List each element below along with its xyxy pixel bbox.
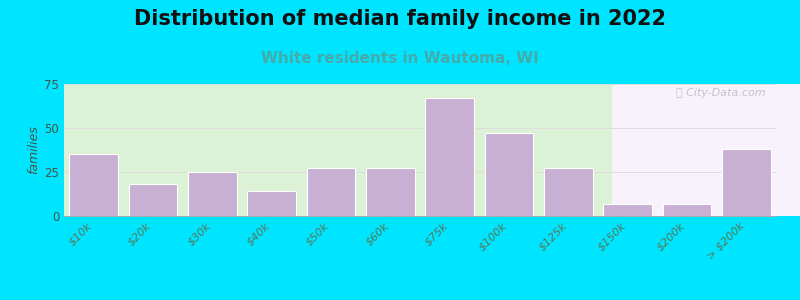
Bar	[366, 169, 414, 216]
Bar	[70, 154, 118, 216]
Bar	[485, 133, 534, 216]
Text: ⓘ City-Data.com: ⓘ City-Data.com	[676, 88, 766, 98]
Bar	[722, 149, 770, 216]
Bar	[603, 204, 652, 216]
Y-axis label: families: families	[27, 126, 40, 174]
Bar	[129, 184, 178, 216]
Text: Distribution of median family income in 2022: Distribution of median family income in …	[134, 9, 666, 29]
Bar	[612, 84, 800, 216]
Bar	[426, 98, 474, 216]
Bar	[64, 84, 612, 216]
Text: White residents in Wautoma, WI: White residents in Wautoma, WI	[261, 51, 539, 66]
Bar	[544, 169, 593, 216]
Bar	[247, 191, 296, 216]
Bar	[188, 172, 237, 216]
Bar	[662, 204, 711, 216]
Bar	[306, 169, 355, 216]
